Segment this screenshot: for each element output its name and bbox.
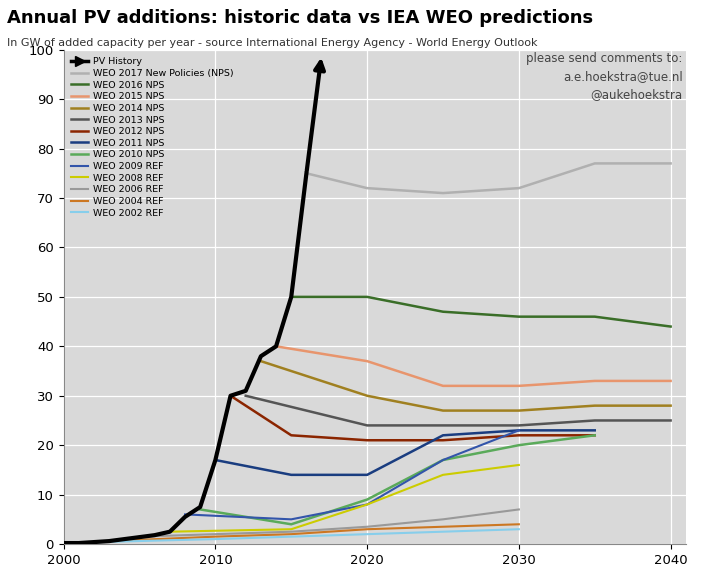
Legend: PV History, WEO 2017 New Policies (NPS), WEO 2016 NPS, WEO 2015 NPS, WEO 2014 NP: PV History, WEO 2017 New Policies (NPS),… (69, 54, 236, 221)
Text: Annual PV additions: historic data vs IEA WEO predictions: Annual PV additions: historic data vs IE… (7, 9, 593, 27)
Text: In GW of added capacity per year - source International Energy Agency - World En: In GW of added capacity per year - sourc… (7, 38, 537, 48)
Text: please send comments to:
a.e.hoekstra@tue.nl
@aukehoekstra: please send comments to: a.e.hoekstra@tu… (526, 52, 683, 101)
